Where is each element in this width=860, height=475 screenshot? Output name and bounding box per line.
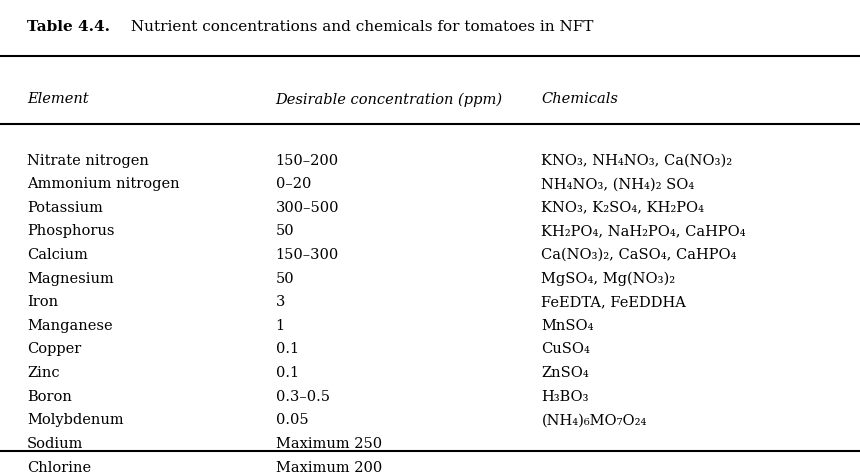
Text: KNO₃, NH₄NO₃, Ca(NO₃)₂: KNO₃, NH₄NO₃, Ca(NO₃)₂ xyxy=(542,153,733,168)
Text: 0.1: 0.1 xyxy=(276,342,298,357)
Text: Maximum 200: Maximum 200 xyxy=(276,461,382,475)
Text: Nutrient concentrations and chemicals for tomatoes in NFT: Nutrient concentrations and chemicals fo… xyxy=(126,19,593,34)
Text: 0.3–0.5: 0.3–0.5 xyxy=(276,390,329,404)
Text: Nitrate nitrogen: Nitrate nitrogen xyxy=(28,153,149,168)
Text: MnSO₄: MnSO₄ xyxy=(542,319,594,333)
Text: 0.05: 0.05 xyxy=(276,413,309,428)
Text: Table 4.4.: Table 4.4. xyxy=(28,19,110,34)
Text: Desirable concentration (ppm): Desirable concentration (ppm) xyxy=(276,92,503,106)
Text: Ca(NO₃)₂, CaSO₄, CaHPO₄: Ca(NO₃)₂, CaSO₄, CaHPO₄ xyxy=(542,248,737,262)
Text: KH₂PO₄, NaH₂PO₄, CaHPO₄: KH₂PO₄, NaH₂PO₄, CaHPO₄ xyxy=(542,224,746,238)
Text: Copper: Copper xyxy=(28,342,82,357)
Text: Ammonium nitrogen: Ammonium nitrogen xyxy=(28,177,180,191)
Text: Chemicals: Chemicals xyxy=(542,92,618,106)
Text: Phosphorus: Phosphorus xyxy=(28,224,114,238)
Text: Manganese: Manganese xyxy=(28,319,113,333)
Text: 50: 50 xyxy=(276,224,294,238)
Text: Element: Element xyxy=(28,92,89,106)
Text: Sodium: Sodium xyxy=(28,437,83,451)
Text: H₃BO₃: H₃BO₃ xyxy=(542,390,589,404)
Text: Chlorine: Chlorine xyxy=(28,461,91,475)
Text: Boron: Boron xyxy=(28,390,72,404)
Text: ZnSO₄: ZnSO₄ xyxy=(542,366,589,380)
Text: 300–500: 300–500 xyxy=(276,201,339,215)
Text: Magnesium: Magnesium xyxy=(28,272,114,285)
Text: 3: 3 xyxy=(276,295,285,309)
Text: 0–20: 0–20 xyxy=(276,177,311,191)
Text: 1: 1 xyxy=(276,319,285,333)
Text: Calcium: Calcium xyxy=(28,248,88,262)
Text: CuSO₄: CuSO₄ xyxy=(542,342,590,357)
Text: Zinc: Zinc xyxy=(28,366,59,380)
Text: MgSO₄, Mg(NO₃)₂: MgSO₄, Mg(NO₃)₂ xyxy=(542,272,676,286)
Text: 50: 50 xyxy=(276,272,294,285)
Text: 0.1: 0.1 xyxy=(276,366,298,380)
Text: FeEDTA, FeEDDHA: FeEDTA, FeEDDHA xyxy=(542,295,686,309)
Text: (NH₄)₆MO₇O₂₄: (NH₄)₆MO₇O₂₄ xyxy=(542,413,647,428)
Text: Potassium: Potassium xyxy=(28,201,103,215)
Text: 150–300: 150–300 xyxy=(276,248,339,262)
Text: Molybdenum: Molybdenum xyxy=(28,413,124,428)
Text: Iron: Iron xyxy=(28,295,58,309)
Text: NH₄NO₃, (NH₄)₂ SO₄: NH₄NO₃, (NH₄)₂ SO₄ xyxy=(542,177,695,191)
Text: 150–200: 150–200 xyxy=(276,153,339,168)
Text: KNO₃, K₂SO₄, KH₂PO₄: KNO₃, K₂SO₄, KH₂PO₄ xyxy=(542,201,704,215)
Text: Maximum 250: Maximum 250 xyxy=(276,437,382,451)
